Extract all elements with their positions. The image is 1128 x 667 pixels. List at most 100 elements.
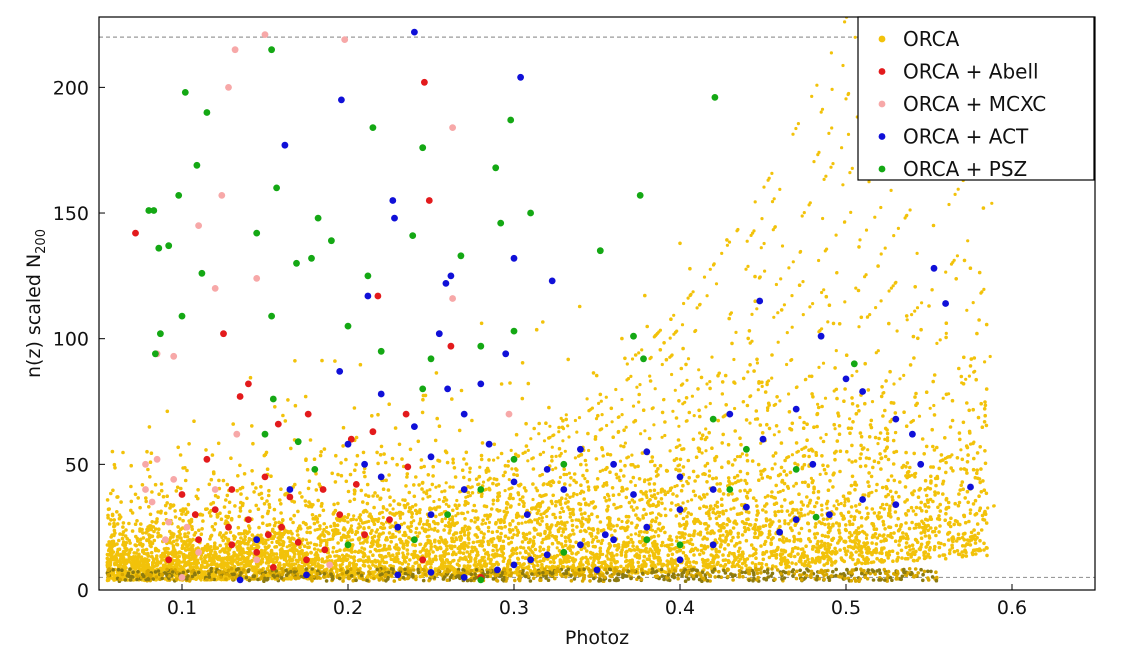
- orca-point: [684, 507, 688, 511]
- orca-point: [983, 407, 987, 411]
- orca-point: [306, 541, 310, 545]
- orca-point: [667, 538, 671, 542]
- orca-point: [870, 419, 874, 423]
- orca-point: [700, 437, 704, 441]
- orca-point: [250, 469, 254, 473]
- orca-point: [522, 532, 526, 536]
- orca-point: [692, 534, 696, 538]
- orca-point: [850, 427, 854, 431]
- orca-point: [881, 503, 885, 507]
- orca-point: [721, 553, 725, 557]
- orca-point: [904, 521, 908, 525]
- orca-point: [321, 565, 325, 569]
- orca-point: [485, 505, 489, 509]
- orca-point: [983, 420, 987, 424]
- orca-point: [981, 479, 985, 483]
- orca-point: [605, 554, 609, 558]
- orca-point: [524, 422, 528, 426]
- orca-point: [838, 432, 842, 436]
- orca-point: [983, 511, 987, 515]
- orca-point: [670, 547, 674, 551]
- orca-point: [945, 498, 949, 502]
- orca-point: [492, 477, 496, 481]
- orca-point: [960, 550, 964, 554]
- orca-point: [924, 556, 928, 560]
- orca-point: [522, 562, 526, 566]
- orca-point: [706, 462, 710, 466]
- orca-point: [442, 528, 446, 532]
- orca-point: [697, 446, 701, 450]
- orca-point: [702, 493, 706, 497]
- orca-point: [879, 540, 883, 544]
- orca-point: [931, 445, 935, 449]
- orca-point: [958, 431, 962, 435]
- orca-point: [196, 488, 200, 492]
- orca-point: [691, 549, 695, 553]
- orca-point: [590, 512, 594, 516]
- orca-point: [783, 498, 787, 502]
- orca-point: [417, 440, 421, 444]
- orca-point: [578, 305, 582, 309]
- orca-point: [263, 502, 267, 506]
- orca-point: [410, 515, 414, 519]
- orca-point: [897, 495, 901, 499]
- orca-point: [663, 420, 667, 424]
- orca-point: [121, 537, 125, 541]
- orca-point: [653, 489, 657, 493]
- orca-point: [564, 527, 568, 531]
- orca-point: [773, 502, 777, 506]
- orca-point: [142, 536, 146, 540]
- orca-point: [666, 553, 670, 557]
- orca-point: [165, 547, 169, 551]
- orca-point: [482, 536, 486, 540]
- orca-point: [554, 516, 558, 520]
- orca-point: [794, 482, 798, 486]
- orca-point: [741, 533, 745, 537]
- orca-point: [130, 556, 134, 560]
- orca-point: [699, 497, 703, 501]
- orca-point: [470, 550, 474, 554]
- orca-point: [892, 462, 896, 466]
- orca-point: [546, 509, 550, 513]
- orca-point: [503, 471, 507, 475]
- orca-point: [379, 453, 383, 457]
- orca-point: [678, 242, 682, 246]
- orca-point: [802, 426, 806, 430]
- orca-point: [579, 463, 583, 467]
- orca-point: [938, 546, 942, 550]
- orca-point: [830, 563, 834, 567]
- orca-point: [754, 563, 758, 567]
- orca-point: [937, 530, 941, 534]
- orca-point: [886, 432, 890, 436]
- orca-point: [971, 408, 975, 412]
- orca-point: [113, 524, 117, 528]
- orca-point: [870, 475, 874, 479]
- orca-point: [850, 505, 854, 509]
- orca-point: [705, 564, 709, 568]
- orca-point: [582, 539, 586, 543]
- orca-point: [612, 558, 616, 562]
- orca-point: [623, 357, 627, 361]
- orca-point: [905, 541, 909, 545]
- orca-point: [791, 547, 795, 551]
- orca-point: [931, 380, 935, 384]
- orca-point: [760, 381, 764, 385]
- orca-point: [900, 549, 904, 553]
- orca-point: [733, 544, 737, 548]
- orca-point: [511, 536, 515, 540]
- orca-point: [835, 397, 839, 401]
- orca-point: [811, 481, 815, 485]
- orca-point: [606, 505, 610, 509]
- orca-point: [662, 341, 666, 345]
- orca-point: [727, 480, 731, 484]
- orca-point: [113, 463, 117, 467]
- orca-point: [431, 474, 435, 478]
- orca-point: [216, 495, 220, 499]
- orca-point: [874, 547, 878, 551]
- orca-point: [359, 363, 363, 367]
- orca-point: [926, 498, 930, 502]
- orca-point: [155, 517, 159, 521]
- orca-point: [866, 512, 870, 516]
- orca-point: [893, 479, 897, 483]
- orca-point: [505, 501, 509, 505]
